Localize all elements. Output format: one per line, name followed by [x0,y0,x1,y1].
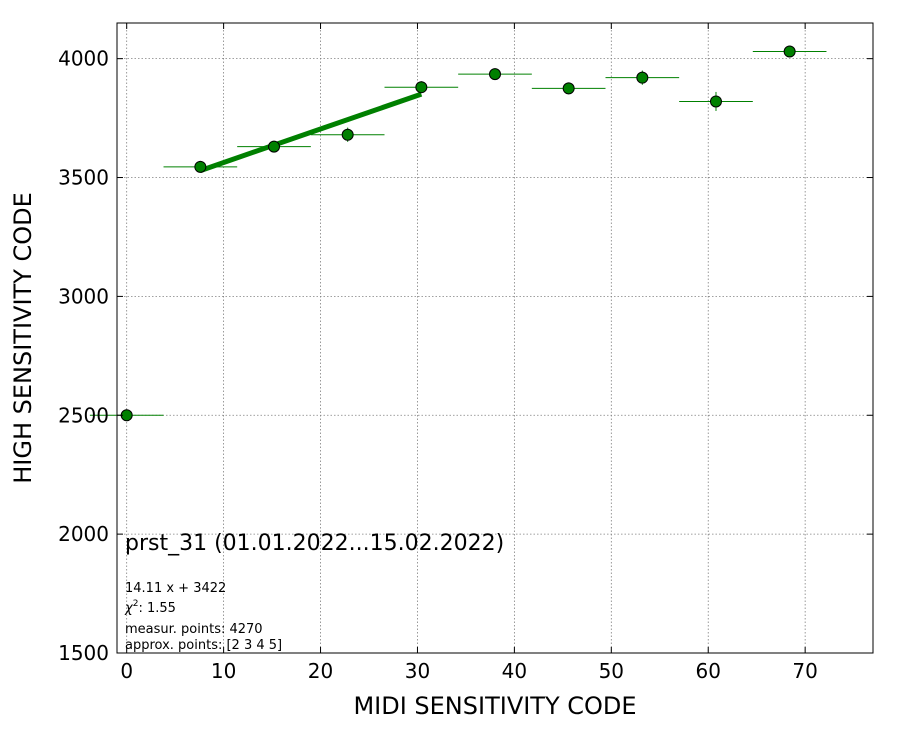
data-point [194,160,207,173]
grid-lines [117,23,873,654]
data-point [709,95,722,108]
data-point [489,68,501,81]
plot-frame [116,22,874,654]
axis-ticks: 0 10 20 30 40 50 60 70 1500 2000 2500 3000 3500 4000 [58,23,873,683]
chi-symbol: χ [124,601,134,616]
annotation-approx: approx. points: [2 3 4 5] [125,638,282,653]
annotation-measur: measur. points: 4270 [125,622,263,637]
x-tick-label: 10 [211,659,236,683]
data-point-group [679,91,753,111]
annotation-chi2: χ2: 1.55 [124,599,176,616]
data-point-group [237,140,311,153]
data-point [636,71,649,84]
x-tick-label: 70 [792,659,817,683]
data-point-group [384,81,459,94]
fit-line-group [199,91,423,173]
data-point-group [752,45,827,58]
y-tick-label: 1500 [58,641,109,665]
annotation-fit: 14.11 x + 3422 [125,581,226,596]
chi-exponent: 2 [133,599,139,609]
data-point-group [310,127,385,142]
x-tick-label: 60 [696,659,721,683]
fit-line [199,91,423,173]
chi-value: : 1.55 [138,601,175,616]
y-tick-label: 2500 [58,403,109,427]
x-tick-label: 40 [502,659,527,683]
x-tick-label: 50 [599,659,624,683]
data-point-group [605,70,680,85]
chart-title: prst_31 (01.01.2022...15.02.2022) [125,531,504,556]
data-point-group [89,409,164,422]
y-axis-label: HIGH SENSITIVITY CODE [9,192,37,484]
y-tick-label: 4000 [58,47,109,71]
data-point [562,82,575,95]
data-points [89,45,827,422]
y-tick-label: 3500 [58,166,109,190]
data-point [415,81,428,94]
data-point [783,45,796,58]
data-point [268,140,281,153]
x-tick-label: 20 [308,659,333,683]
y-tick-label: 2000 [58,522,109,546]
y-tick-label: 3000 [58,284,109,308]
x-tick-label: 30 [405,659,430,683]
x-axis-label: MIDI SENSITIVITY CODE [353,692,636,720]
data-point-group [163,160,238,173]
data-point-group [458,68,532,81]
x-tick-label: 0 [120,659,133,683]
data-point-group [531,82,606,95]
data-point [341,128,354,141]
